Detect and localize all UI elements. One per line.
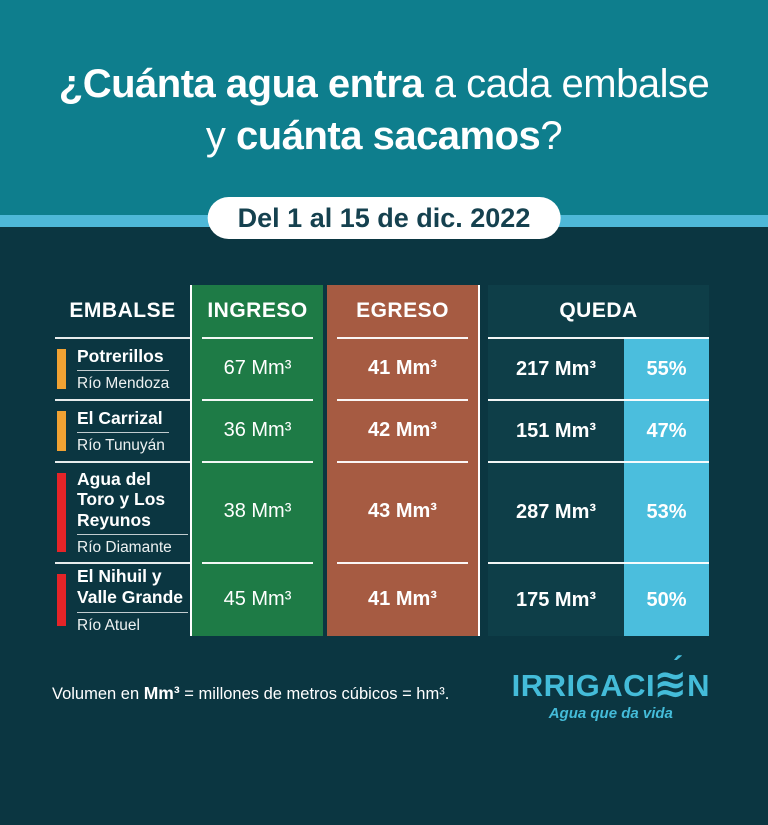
irrigacion-logo: IRRIGACI ´ ≋ N Agua que da vida [511, 653, 710, 723]
river-name: Río Atuel [77, 616, 140, 634]
logo-text-post: N [687, 668, 710, 703]
river-name: Río Mendoza [77, 375, 170, 393]
table-row-embalse: Potrerillos Río Mendoza [55, 337, 190, 399]
date-range-badge: Del 1 al 15 de dic. 2022 [207, 197, 561, 239]
queda-value: 151 Mm³ [488, 399, 624, 461]
status-bar-orange [57, 411, 66, 451]
queda-percent: 50% [624, 562, 709, 636]
water-waves-icon: ≋ [653, 662, 686, 706]
title-line1-rest: a cada embalse [423, 62, 710, 107]
table-row-embalse: El Carrizal Río Tunuyán [55, 399, 190, 461]
embalse-cell: El Carrizal Río Tunuyán [55, 401, 190, 461]
reservoir-name: El Nihuil y Valle Grande [77, 566, 188, 613]
queda-value: 217 Mm³ [488, 337, 624, 399]
status-bar-red [57, 574, 66, 626]
queda-percent: 47% [624, 399, 709, 461]
egreso-value: 42 Mm³ [327, 399, 480, 461]
main-section: EMBALSE INGRESO EGRESO QUEDA Potrerillos… [0, 285, 768, 825]
wave-o-icon: ´ ≋ [653, 653, 687, 705]
embalse-names: Agua del Toro y Los Reyunos Río Diamante [77, 469, 188, 557]
title-line2-post: ? [540, 113, 563, 158]
river-name: Río Tunuyán [77, 437, 165, 455]
note-post: = millones de metros cúbicos = hm³. [179, 685, 450, 703]
infographic-page: ¿Cuánta agua entra a cada embalse y cuán… [0, 0, 768, 722]
column-header-queda: QUEDA [488, 285, 709, 337]
title-line-2: y cuánta sacamos? [59, 111, 709, 162]
logo-wordmark: IRRIGACI ´ ≋ N [511, 653, 710, 705]
embalse-names: El Nihuil y Valle Grande Río Atuel [77, 566, 188, 634]
accent-mark: ´ [673, 651, 684, 684]
title-line-1: ¿Cuánta agua entra a cada embalse [58, 59, 710, 110]
ingreso-value: 45 Mm³ [190, 562, 323, 636]
footer-section: Volumen en Mm³ = millones de metros cúbi… [0, 653, 768, 723]
logo-text-pre: IRRIGACI [511, 668, 656, 703]
logo-tagline: Agua que da vida [548, 705, 673, 722]
egreso-value: 43 Mm³ [327, 461, 480, 562]
column-header-egreso: EGRESO [327, 285, 480, 337]
ingreso-value: 67 Mm³ [190, 337, 323, 399]
embalse-cell: Agua del Toro y Los Reyunos Río Diamante [55, 463, 190, 562]
ingreso-value: 38 Mm³ [190, 461, 323, 562]
reservoir-name: Potrerillos [77, 346, 169, 372]
note-pre: Volumen en [52, 685, 144, 703]
header-section: ¿Cuánta agua entra a cada embalse y cuán… [0, 0, 768, 215]
note-unit: Mm³ [143, 683, 180, 703]
volume-unit-note: Volumen en Mm³ = millones de metros cúbi… [52, 683, 449, 704]
queda-percent: 53% [624, 461, 709, 562]
embalse-names: El Carrizal Río Tunuyán [77, 408, 169, 455]
egreso-value: 41 Mm³ [327, 562, 480, 636]
reservoir-name: El Carrizal [77, 408, 169, 434]
reservoir-name: Agua del Toro y Los Reyunos [77, 469, 188, 536]
title-line2-bold: cuánta sacamos [236, 113, 541, 158]
egreso-value: 41 Mm³ [327, 337, 480, 399]
queda-percent: 55% [624, 337, 709, 399]
column-header-embalse: EMBALSE [69, 299, 176, 322]
status-bar-orange [57, 349, 66, 389]
queda-value: 175 Mm³ [488, 562, 624, 636]
embalse-cell: El Nihuil y Valle Grande Río Atuel [55, 564, 190, 636]
table-row-embalse: El Nihuil y Valle Grande Río Atuel [55, 562, 190, 636]
queda-value: 287 Mm³ [488, 461, 624, 562]
table-row-embalse: Agua del Toro y Los Reyunos Río Diamante [55, 461, 190, 562]
column-header-ingreso: INGRESO [190, 285, 323, 337]
title-line1-bold: ¿Cuánta agua entra [58, 62, 424, 107]
river-name: Río Diamante [77, 539, 172, 557]
status-bar-red [57, 473, 66, 552]
title-line2-pre: y [205, 113, 237, 158]
embalse-cell: Potrerillos Río Mendoza [55, 339, 190, 399]
ingreso-value: 36 Mm³ [190, 399, 323, 461]
page-title: ¿Cuánta agua entra a cada embalse y cuán… [58, 59, 710, 162]
reservoir-table: EMBALSE INGRESO EGRESO QUEDA Potrerillos… [55, 285, 709, 636]
embalse-names: Potrerillos Río Mendoza [77, 346, 169, 393]
